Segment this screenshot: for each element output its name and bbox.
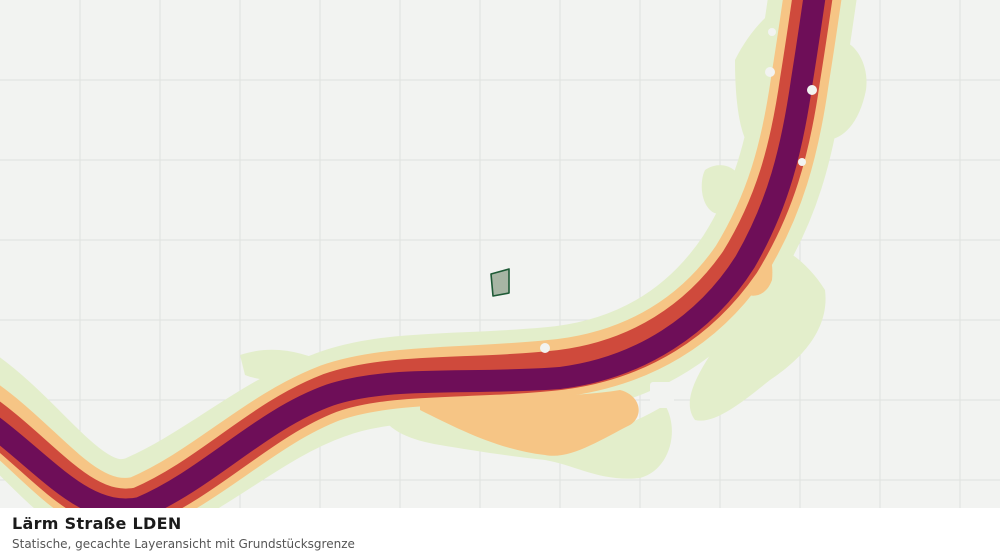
parcel-boundary[interactable] (490, 268, 510, 297)
noise-blob (420, 390, 639, 456)
noise-blob (701, 165, 745, 214)
noise-blob (735, 10, 775, 151)
layer-subtitle: Statische, gecachte Layeransicht mit Gru… (12, 537, 355, 551)
noise-layer (0, 0, 867, 508)
layer-caption: Lärm Straße LDEN Statische, gecachte Lay… (0, 508, 1000, 560)
noise-blob (689, 237, 826, 421)
noise-holes (540, 28, 817, 408)
map-view[interactable] (0, 0, 1000, 508)
noise-band-4 (0, 0, 826, 508)
map-canvas[interactable] (0, 0, 1000, 508)
layer-title: Lärm Straße LDEN (12, 514, 182, 533)
